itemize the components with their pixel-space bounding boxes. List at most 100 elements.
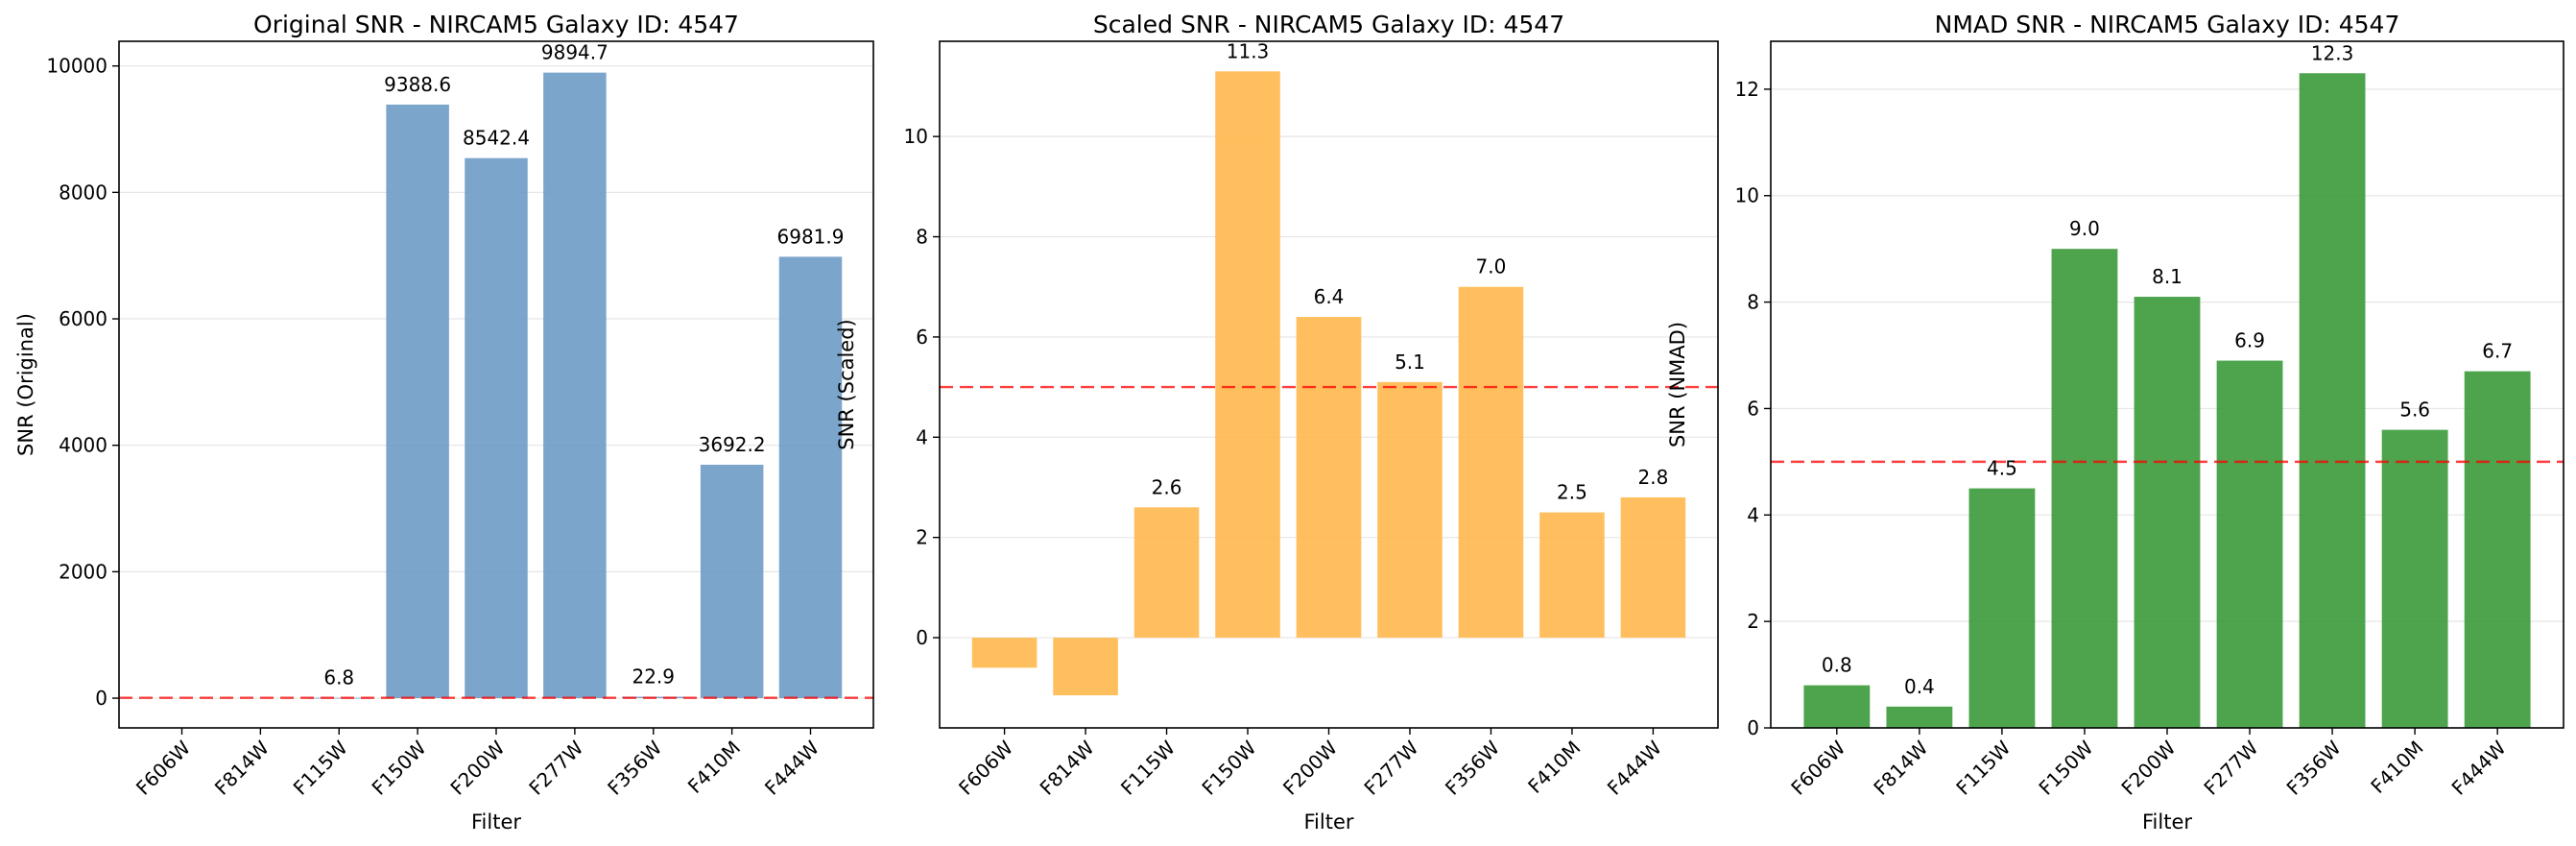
y-tick-label: 12: [1735, 78, 1759, 101]
data-label: 5.6: [2399, 399, 2430, 422]
x-tick-label: F410M: [683, 737, 745, 798]
x-axis-label: Filter: [471, 810, 521, 834]
y-tick-label: 4: [916, 425, 928, 448]
data-label: 2.5: [1557, 481, 1587, 504]
data-label: 0.4: [1904, 675, 1935, 698]
y-tick-label: 0: [95, 687, 107, 710]
data-label: 4.5: [1987, 457, 2017, 480]
x-tick-label: F115W: [1951, 736, 2015, 799]
data-label: 6981.9: [777, 225, 845, 248]
y-tick-label: 0: [916, 626, 928, 649]
bar-f606w: [971, 638, 1038, 668]
y-tick-label: 6: [916, 326, 928, 349]
bar-f115w: [307, 697, 370, 699]
data-label: 12.3: [2311, 41, 2354, 64]
bar-f277w: [2216, 360, 2283, 728]
x-tick-label: F410M: [2366, 737, 2427, 798]
y-tick-label: 2: [1747, 610, 1759, 633]
data-label: 9388.6: [384, 73, 451, 96]
bar-f444w: [2464, 371, 2531, 728]
x-tick-label: F444W: [1603, 736, 1666, 799]
bar-f410m: [1539, 512, 1605, 639]
y-tick-label: 8: [1747, 291, 1759, 314]
y-tick-label: 4: [1747, 503, 1759, 526]
bar-f115w: [1133, 507, 1200, 639]
x-tick-label: F410M: [1523, 737, 1585, 798]
x-tick-label: F814W: [210, 736, 274, 799]
bar-f356w: [1458, 286, 1524, 639]
bar-f410m: [700, 464, 764, 699]
bar-f150w: [386, 104, 449, 699]
data-label: 11.3: [1227, 39, 1270, 62]
chart-title: Scaled SNR - NIRCAM5 Galaxy ID: 4547: [1093, 11, 1564, 38]
data-label: 9.0: [2069, 217, 2100, 240]
data-label: 8542.4: [463, 127, 530, 150]
bar-f444w: [778, 256, 843, 699]
y-tick-label: 2000: [59, 560, 107, 583]
x-tick-label: F150W: [1197, 736, 1260, 799]
x-tick-label: F356W: [603, 736, 666, 799]
data-label: 6.7: [2482, 340, 2513, 363]
y-tick-label: 0: [1747, 716, 1759, 739]
bar-f115w: [1968, 488, 2036, 728]
data-label: 3692.2: [699, 433, 766, 456]
x-tick-label: F115W: [1116, 736, 1180, 799]
x-tick-label: F356W: [1441, 736, 1504, 799]
bar-f444w: [1620, 496, 1686, 639]
x-tick-label: F150W: [368, 736, 431, 799]
y-tick-label: 2: [916, 526, 928, 549]
bar-f150w: [1215, 71, 1280, 639]
x-tick-label: F606W: [131, 736, 195, 799]
x-tick-label: F200W: [2116, 736, 2180, 799]
x-tick-label: F115W: [289, 736, 352, 799]
y-axis-label: SNR (Original): [14, 313, 37, 456]
data-label: 6.9: [2234, 329, 2265, 352]
x-tick-label: F606W: [1786, 736, 1849, 799]
x-tick-label: F277W: [524, 736, 587, 799]
panel-scaled-snr: Scaled SNR - NIRCAM5 Galaxy ID: 4547 SNR…: [835, 11, 1719, 834]
x-tick-label: F814W: [1869, 736, 1932, 799]
bar-f410m: [2381, 429, 2448, 728]
bar-f356w: [2299, 73, 2366, 729]
x-tick-label: F444W: [2447, 736, 2511, 799]
bar-f200w: [2134, 297, 2201, 728]
y-axis-label: SNR (NMAD): [1666, 322, 1689, 447]
data-label: 2.6: [1152, 475, 1182, 498]
data-label: 8.1: [2152, 265, 2182, 288]
data-label: 5.1: [1395, 350, 1425, 374]
data-label: 22.9: [632, 665, 675, 689]
x-tick-label: F277W: [2199, 736, 2262, 799]
y-tick-label: 10: [904, 125, 928, 148]
x-tick-label: F606W: [954, 736, 1017, 799]
x-tick-label: F200W: [445, 736, 509, 799]
y-tick-label: 10000: [46, 55, 107, 78]
panel-nmad-snr: NMAD SNR - NIRCAM5 Galaxy ID: 4547 SNR (…: [1666, 11, 2564, 834]
panel-original-snr: Original SNR - NIRCAM5 Galaxy ID: 4547 S…: [14, 11, 874, 834]
bar-f200w: [465, 157, 528, 699]
data-label: 6.8: [323, 666, 354, 689]
x-tick-label: F277W: [1359, 736, 1422, 799]
x-tick-label: F200W: [1278, 736, 1342, 799]
x-tick-label: F150W: [2034, 736, 2097, 799]
y-axis-label: SNR (Scaled): [835, 319, 858, 450]
bar-f150w: [2051, 249, 2118, 728]
data-label: 2.8: [1638, 466, 1669, 489]
data-label: 6.4: [1314, 285, 1345, 308]
y-tick-label: 8: [916, 226, 928, 249]
x-tick-label: F814W: [1036, 736, 1099, 799]
x-axis-label: Filter: [2142, 810, 2192, 834]
data-label: 9894.7: [541, 41, 608, 64]
data-label: 7.0: [1476, 255, 1507, 278]
y-tick-label: 8000: [59, 181, 107, 204]
x-tick-label: F356W: [2282, 736, 2346, 799]
bar-f277w: [543, 72, 607, 699]
bar-f606w: [1803, 685, 1871, 728]
bar-f814w: [1053, 638, 1118, 696]
bar-f814w: [1886, 706, 1953, 728]
bar-f200w: [1296, 317, 1362, 639]
y-tick-label: 6000: [59, 307, 107, 330]
data-label: 0.8: [1822, 654, 1852, 677]
x-tick-label: F444W: [760, 736, 823, 799]
bar-f277w: [1377, 381, 1443, 639]
